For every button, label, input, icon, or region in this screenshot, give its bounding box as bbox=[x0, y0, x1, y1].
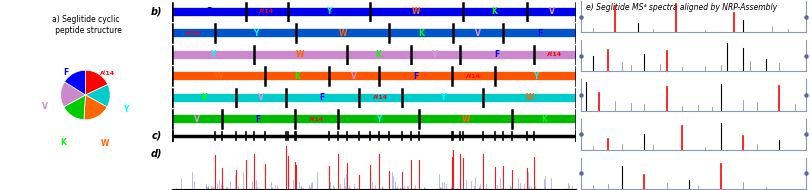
Text: Aⁱ14: Aⁱ14 bbox=[373, 95, 388, 100]
Text: Aⁱ14: Aⁱ14 bbox=[548, 52, 562, 57]
Text: Aⁱ14: Aⁱ14 bbox=[466, 74, 481, 79]
Text: K: K bbox=[541, 115, 547, 124]
Text: F: F bbox=[537, 29, 542, 38]
Text: V: V bbox=[258, 93, 264, 102]
Text: V: V bbox=[42, 102, 48, 111]
Text: Y: Y bbox=[326, 7, 331, 16]
Text: Aⁱ14: Aⁱ14 bbox=[309, 117, 324, 122]
Text: V: V bbox=[475, 29, 481, 38]
Text: K: K bbox=[492, 7, 497, 16]
Text: Aⁱ14: Aⁱ14 bbox=[259, 9, 275, 14]
Text: Y: Y bbox=[533, 72, 538, 81]
Text: V: V bbox=[351, 72, 357, 81]
Text: W: W bbox=[412, 7, 420, 16]
Text: V: V bbox=[548, 7, 554, 16]
Wedge shape bbox=[65, 70, 85, 95]
Text: K: K bbox=[61, 138, 66, 147]
Text: W: W bbox=[100, 139, 109, 148]
Text: V: V bbox=[194, 115, 200, 124]
Text: K: K bbox=[376, 50, 382, 59]
Text: W: W bbox=[526, 93, 534, 102]
Text: V: V bbox=[433, 50, 438, 59]
Text: F: F bbox=[207, 7, 211, 16]
Text: F: F bbox=[320, 93, 325, 102]
Text: Aⁱ14: Aⁱ14 bbox=[185, 31, 201, 36]
Text: F: F bbox=[63, 68, 69, 77]
Text: F: F bbox=[494, 50, 500, 59]
Text: a) Seglitide cyclic
   peptide structure: a) Seglitide cyclic peptide structure bbox=[49, 15, 122, 35]
Text: Y: Y bbox=[210, 50, 215, 59]
Text: b): b) bbox=[151, 7, 162, 17]
Text: c): c) bbox=[151, 131, 162, 141]
Text: Y: Y bbox=[253, 29, 258, 38]
Text: K: K bbox=[294, 72, 300, 81]
Text: W: W bbox=[462, 115, 470, 124]
Text: W: W bbox=[296, 50, 305, 59]
Text: F: F bbox=[256, 115, 261, 124]
Text: K: K bbox=[201, 93, 207, 102]
Wedge shape bbox=[64, 95, 85, 120]
Text: K: K bbox=[418, 29, 424, 38]
Text: Y: Y bbox=[123, 105, 129, 114]
Wedge shape bbox=[84, 95, 107, 120]
Text: W: W bbox=[215, 72, 223, 81]
Wedge shape bbox=[85, 85, 110, 107]
Text: e) Seglitide MS⁴ spectra aligned by NRP-Assembly: e) Seglitide MS⁴ spectra aligned by NRP-… bbox=[586, 3, 777, 12]
Text: Y: Y bbox=[440, 93, 445, 102]
Text: F: F bbox=[413, 72, 418, 81]
Text: Y: Y bbox=[376, 115, 381, 124]
Text: Aⁱ14: Aⁱ14 bbox=[100, 71, 115, 76]
Text: W: W bbox=[339, 29, 347, 38]
Wedge shape bbox=[85, 70, 108, 95]
Wedge shape bbox=[61, 82, 85, 107]
Text: d): d) bbox=[151, 149, 162, 159]
